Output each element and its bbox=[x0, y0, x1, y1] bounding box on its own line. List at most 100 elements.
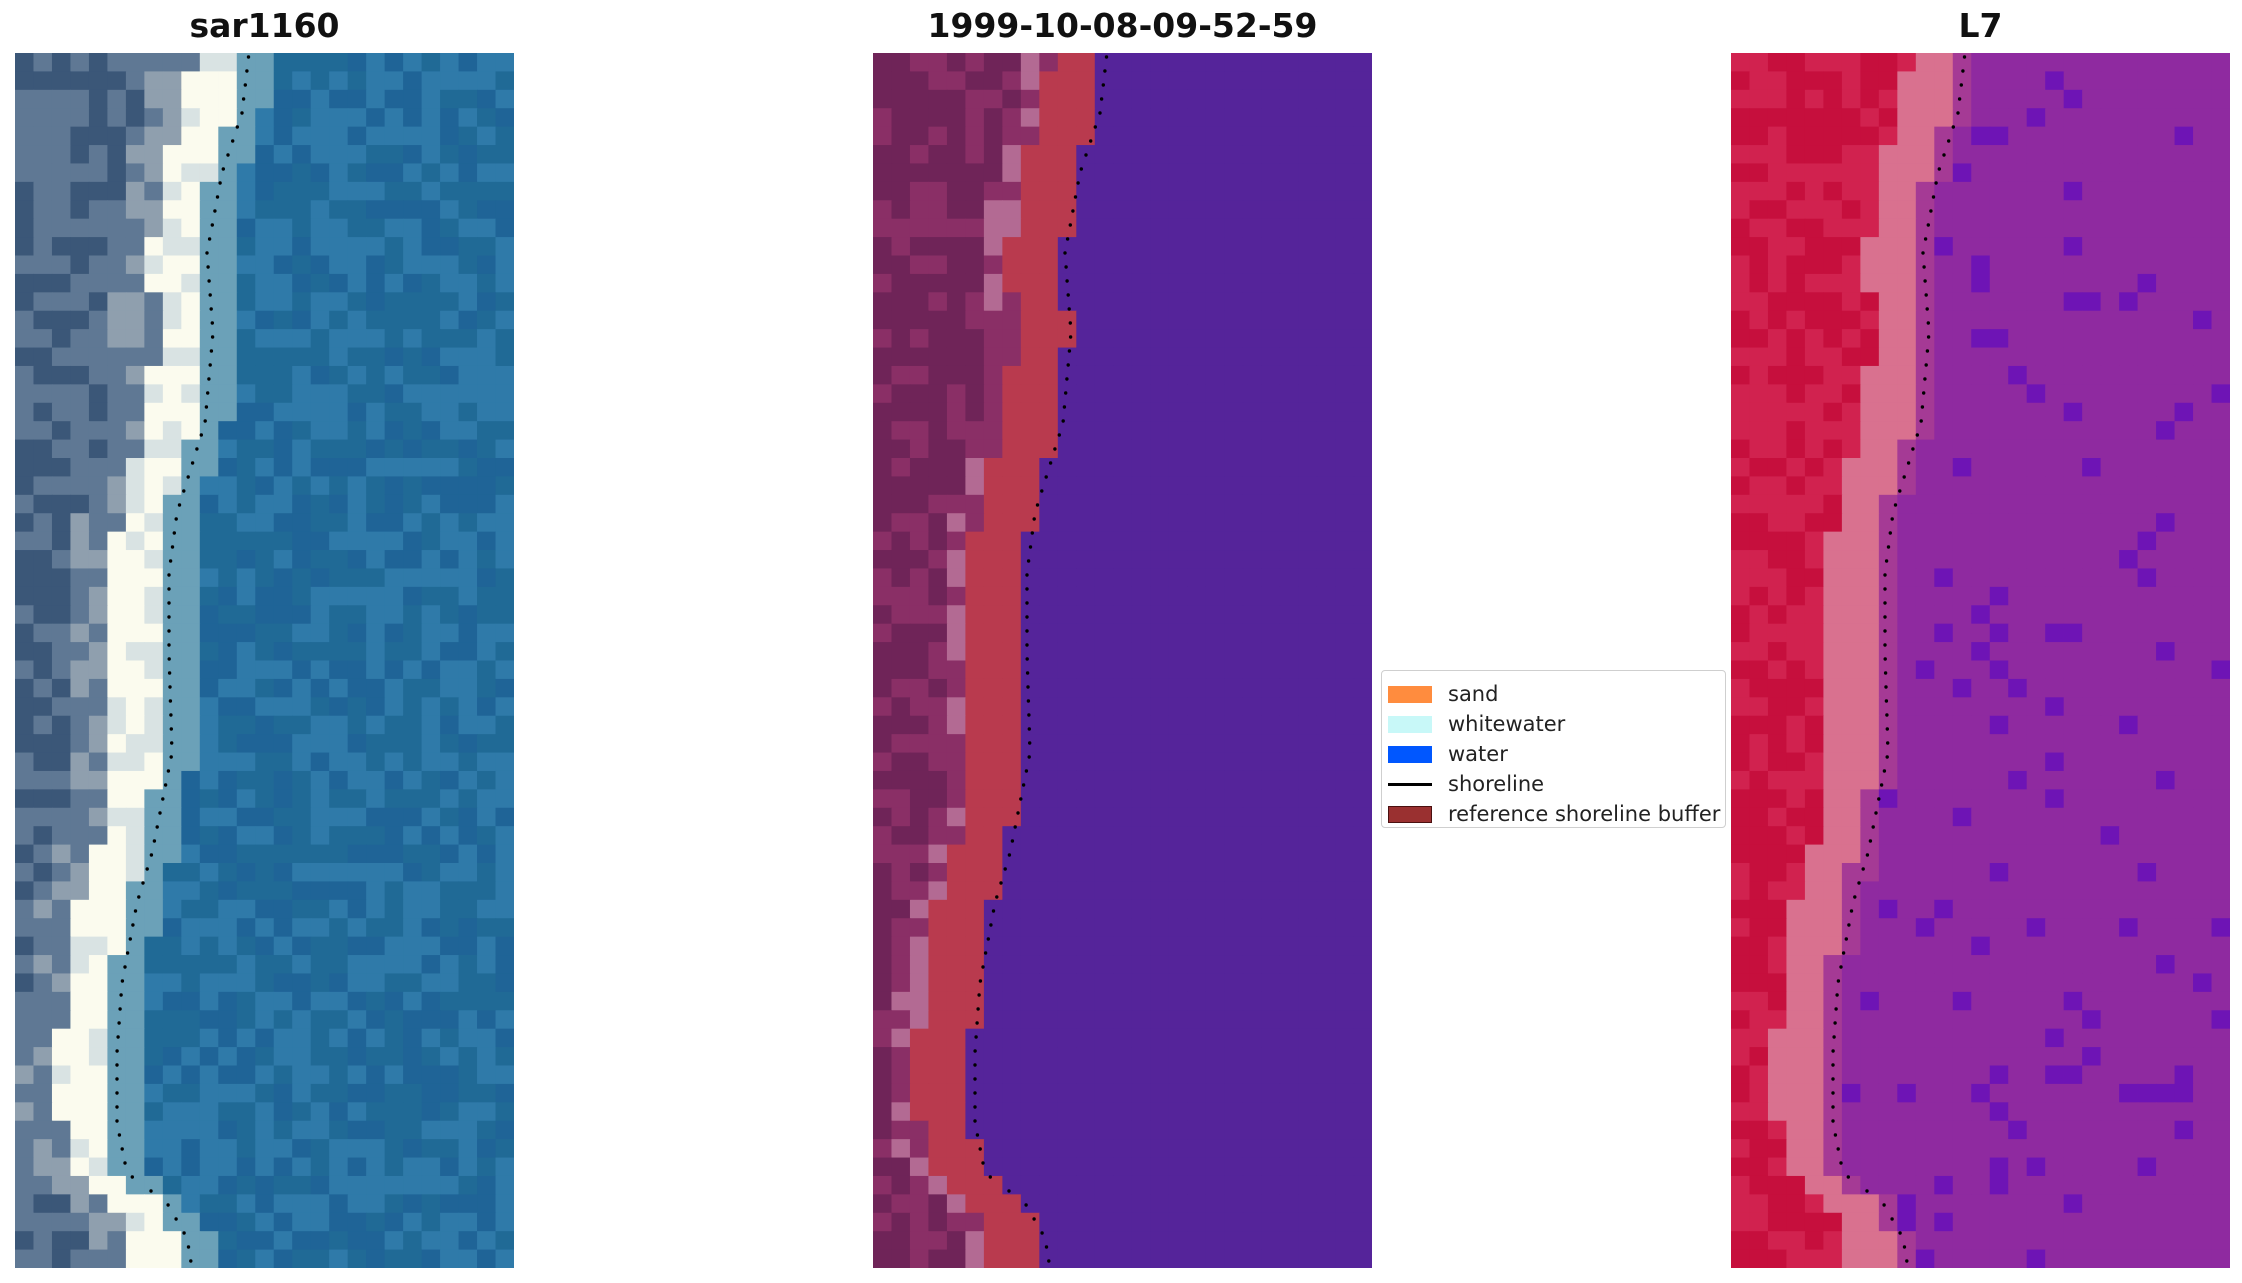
image-pixel bbox=[347, 402, 367, 422]
image-pixel bbox=[1353, 181, 1372, 201]
image-pixel bbox=[310, 678, 330, 698]
image-pixel bbox=[1168, 1102, 1188, 1122]
image-pixel bbox=[909, 494, 930, 514]
image-pixel bbox=[1131, 678, 1151, 698]
image-pixel bbox=[70, 310, 90, 330]
image-pixel bbox=[1804, 863, 1825, 883]
image-pixel bbox=[310, 1231, 330, 1251]
image-pixel bbox=[199, 715, 219, 735]
image-pixel bbox=[181, 402, 201, 422]
image-pixel bbox=[366, 807, 386, 827]
image-pixel bbox=[983, 936, 1003, 956]
image-pixel bbox=[236, 899, 256, 919]
image-pixel bbox=[1335, 108, 1355, 128]
image-pixel bbox=[51, 678, 72, 698]
image-pixel bbox=[273, 734, 293, 754]
image-pixel bbox=[51, 1083, 72, 1103]
image-pixel bbox=[70, 568, 90, 588]
image-pixel bbox=[1897, 770, 1917, 790]
image-pixel bbox=[1952, 881, 1972, 901]
image-pixel bbox=[162, 1028, 182, 1048]
image-pixel bbox=[199, 550, 219, 570]
image-pixel bbox=[458, 770, 478, 790]
image-pixel bbox=[1353, 476, 1372, 496]
image-pixel bbox=[1279, 365, 1299, 385]
image-pixel bbox=[1242, 145, 1262, 165]
image-pixel bbox=[1786, 421, 1806, 441]
image-pixel bbox=[199, 1139, 219, 1159]
image-pixel bbox=[2119, 145, 2139, 165]
image-pixel bbox=[909, 881, 930, 901]
image-pixel bbox=[1020, 71, 1040, 91]
image-pixel bbox=[1731, 734, 1751, 754]
image-pixel bbox=[1934, 181, 1954, 201]
image-pixel bbox=[965, 89, 985, 109]
image-pixel bbox=[458, 1249, 478, 1268]
image-pixel bbox=[1076, 605, 1096, 625]
image-pixel bbox=[15, 1028, 35, 1048]
image-pixel bbox=[1113, 826, 1133, 846]
image-pixel bbox=[33, 126, 53, 146]
image-pixel bbox=[2193, 365, 2213, 385]
image-pixel bbox=[384, 807, 404, 827]
image-pixel bbox=[965, 1139, 985, 1159]
image-pixel bbox=[33, 1139, 53, 1159]
image-pixel bbox=[1279, 715, 1299, 735]
image-pixel bbox=[218, 181, 238, 201]
image-pixel bbox=[88, 826, 109, 846]
image-pixel bbox=[199, 936, 219, 956]
image-pixel bbox=[2008, 181, 2028, 201]
image-pixel bbox=[873, 1120, 893, 1140]
image-pixel bbox=[477, 163, 497, 183]
image-pixel bbox=[873, 255, 893, 275]
image-pixel bbox=[107, 936, 127, 956]
image-pixel bbox=[1749, 365, 1769, 385]
image-pixel bbox=[347, 623, 367, 643]
image-pixel bbox=[70, 1231, 90, 1251]
image-pixel bbox=[1057, 697, 1077, 717]
image-pixel bbox=[1915, 881, 1935, 901]
image-pixel bbox=[2119, 770, 2139, 790]
image-pixel bbox=[1353, 329, 1372, 349]
image-pixel bbox=[107, 770, 127, 790]
image-pixel bbox=[1039, 1065, 1059, 1085]
image-pixel bbox=[1131, 1175, 1151, 1195]
image-pixel bbox=[1261, 458, 1281, 478]
image-pixel bbox=[421, 973, 441, 993]
image-pixel bbox=[1168, 310, 1188, 330]
image-pixel bbox=[1039, 1047, 1059, 1067]
image-pixel bbox=[70, 881, 90, 901]
image-pixel bbox=[1989, 365, 2009, 385]
image-pixel bbox=[384, 402, 404, 422]
image-pixel bbox=[1002, 329, 1022, 349]
image-pixel bbox=[1242, 826, 1262, 846]
image-pixel bbox=[1168, 237, 1188, 257]
image-pixel bbox=[1749, 789, 1769, 809]
image-pixel bbox=[1786, 844, 1806, 864]
image-pixel bbox=[273, 329, 293, 349]
shoreline-point bbox=[174, 517, 178, 521]
image-pixel bbox=[2026, 550, 2046, 570]
image-pixel bbox=[366, 586, 386, 606]
image-pixel bbox=[255, 200, 275, 220]
image-pixel bbox=[2008, 881, 2028, 901]
image-pixel bbox=[347, 108, 367, 128]
image-pixel bbox=[1224, 826, 1244, 846]
image-pixel bbox=[2045, 513, 2065, 533]
image-pixel bbox=[33, 734, 53, 754]
image-pixel bbox=[873, 550, 893, 570]
image-pixel bbox=[2082, 218, 2102, 238]
image-pixel bbox=[1279, 1010, 1299, 1030]
image-pixel bbox=[2193, 881, 2213, 901]
image-pixel bbox=[2063, 329, 2083, 349]
image-pixel bbox=[946, 1102, 967, 1122]
image-pixel bbox=[70, 973, 90, 993]
image-pixel bbox=[236, 402, 256, 422]
image-pixel bbox=[273, 218, 293, 238]
image-pixel bbox=[1841, 550, 1861, 570]
image-pixel bbox=[1057, 568, 1077, 588]
image-pixel bbox=[2063, 826, 2083, 846]
image-pixel bbox=[1150, 1102, 1170, 1122]
image-pixel bbox=[1039, 955, 1059, 975]
image-pixel bbox=[928, 145, 948, 165]
